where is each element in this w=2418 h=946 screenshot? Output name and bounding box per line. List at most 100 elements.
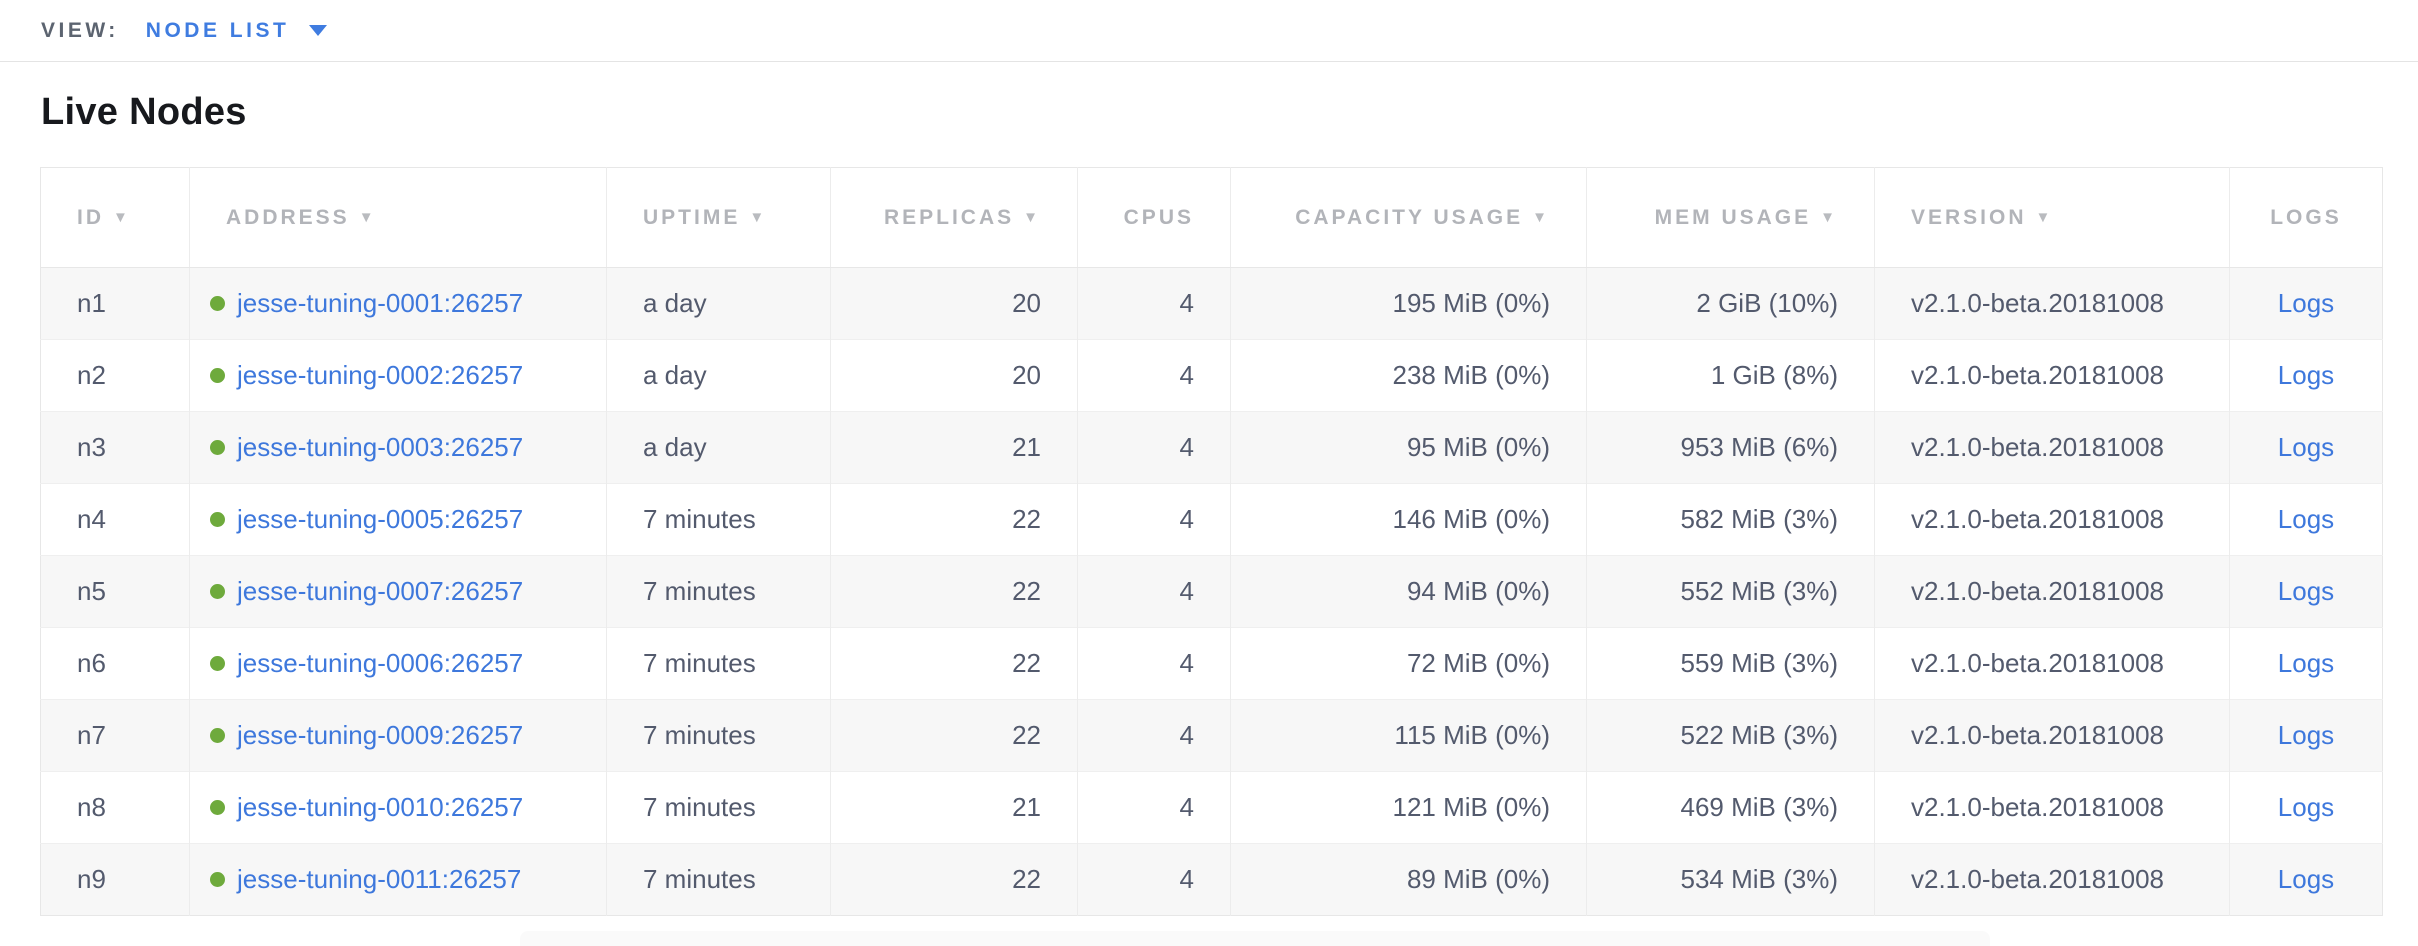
column-header-id[interactable]: ID ▼ [40,167,190,268]
id-cell: n1 [40,267,190,340]
uptime-cell: 7 minutes [606,843,831,916]
mem-cell: 552 MiB (3%) [1586,555,1875,628]
capacity-cell: 89 MiB (0%) [1230,843,1587,916]
uptime-cell: a day [606,411,831,484]
address-cell: jesse-tuning-0005:26257 [189,483,607,556]
capacity-cell: 94 MiB (0%) [1230,555,1587,628]
cpus-cell: 4 [1077,627,1231,700]
logs-link[interactable]: Logs [2277,432,2335,462]
sort-desc-icon: ▼ [1023,208,1041,226]
node-address-link[interactable]: jesse-tuning-0005:26257 [237,504,524,534]
cpus-cell: 4 [1077,555,1231,628]
logs-link[interactable]: Logs [2277,504,2335,534]
address-cell: jesse-tuning-0007:26257 [189,555,607,628]
node-address-link[interactable]: jesse-tuning-0003:26257 [237,432,524,462]
live-status-dot-icon [210,799,225,815]
node-address-link[interactable]: jesse-tuning-0006:26257 [237,648,524,678]
logs-link[interactable]: Logs [2277,360,2335,390]
sort-desc-icon: ▼ [113,208,131,226]
logs-link[interactable]: Logs [2277,576,2335,606]
capacity-cell: 146 MiB (0%) [1230,483,1587,556]
bottom-partial-panel [520,931,1990,946]
id-cell: n3 [40,411,190,484]
logs-link[interactable]: Logs [2277,720,2335,750]
uptime-cell: a day [606,267,831,340]
column-header-version[interactable]: VERSION ▼ [1874,167,2230,268]
view-bar: VIEW: NODE LIST [0,0,2418,62]
uptime-cell: 7 minutes [606,627,831,700]
live-status-dot-icon [210,439,225,455]
column-header-label: LOGS [2270,205,2342,229]
uptime-cell: a day [606,339,831,412]
table-header-row: ID ▼ ADDRESS ▼ UPTIME ▼ REPLICAS ▼ CPUS CAPACITY … [40,167,2383,268]
logs-cell: Logs [2229,627,2383,700]
table-row: n2 jesse-tuning-0002:26257 a day 20 4 238 MiB… [40,339,2383,412]
sort-desc-icon: ▼ [1532,208,1550,226]
uptime-cell: 7 minutes [606,699,831,772]
cpus-cell: 4 [1077,771,1231,844]
logs-cell: Logs [2229,411,2383,484]
node-address-link[interactable]: jesse-tuning-0011:26257 [237,864,522,894]
column-header-replicas[interactable]: REPLICAS ▼ [830,167,1078,268]
version-cell: v2.1.0-beta.20181008 [1874,339,2230,412]
logs-link[interactable]: Logs [2277,864,2335,894]
id-cell: n8 [40,771,190,844]
mem-cell: 469 MiB (3%) [1586,771,1875,844]
column-header-address[interactable]: ADDRESS ▼ [189,167,607,268]
replicas-cell: 22 [830,555,1078,628]
capacity-cell: 238 MiB (0%) [1230,339,1587,412]
view-selector[interactable]: NODE LIST [145,18,290,42]
address-cell: jesse-tuning-0010:26257 [189,771,607,844]
id-cell: n5 [40,555,190,628]
live-status-dot-icon [210,367,225,383]
logs-link[interactable]: Logs [2277,288,2335,318]
logs-link[interactable]: Logs [2277,648,2335,678]
column-header-uptime[interactable]: UPTIME ▼ [606,167,831,268]
column-header-logs[interactable]: LOGS [2229,167,2383,268]
replicas-cell: 20 [830,267,1078,340]
uptime-cell: 7 minutes [606,771,831,844]
capacity-cell: 72 MiB (0%) [1230,627,1587,700]
column-header-label: REPLICAS [883,205,1015,229]
column-header-label: CPUS [1123,205,1194,229]
mem-cell: 582 MiB (3%) [1586,483,1875,556]
replicas-cell: 21 [830,771,1078,844]
node-address-link[interactable]: jesse-tuning-0007:26257 [237,576,524,606]
column-header-label: MEM USAGE [1654,205,1812,229]
cpus-cell: 4 [1077,339,1231,412]
node-address-link[interactable]: jesse-tuning-0002:26257 [237,360,524,390]
node-address-link[interactable]: jesse-tuning-0010:26257 [237,792,524,822]
mem-cell: 559 MiB (3%) [1586,627,1875,700]
column-header-capacity[interactable]: CAPACITY USAGE ▼ [1230,167,1587,268]
mem-cell: 2 GiB (10%) [1586,267,1875,340]
live-status-dot-icon [210,727,225,743]
table-row: n5 jesse-tuning-0007:26257 7 minutes 22 4 94 … [40,555,2383,628]
caret-down-icon[interactable] [309,25,328,36]
sort-desc-icon: ▼ [1820,208,1838,226]
node-address-link[interactable]: jesse-tuning-0009:26257 [237,720,524,750]
mem-cell: 953 MiB (6%) [1586,411,1875,484]
id-cell: n4 [40,483,190,556]
replicas-cell: 22 [830,627,1078,700]
logs-cell: Logs [2229,267,2383,340]
column-header-label: UPTIME [643,205,741,229]
column-header-mem[interactable]: MEM USAGE ▼ [1586,167,1875,268]
table-row: n4 jesse-tuning-0005:26257 7 minutes 22 4 146… [40,483,2383,556]
capacity-cell: 115 MiB (0%) [1230,699,1587,772]
live-nodes-table-container: ID ▼ ADDRESS ▼ UPTIME ▼ REPLICAS ▼ CPUS CAPACITY … [40,167,2383,916]
logs-link[interactable]: Logs [2277,792,2335,822]
column-header-label: CAPACITY USAGE [1295,205,1524,229]
cpus-cell: 4 [1077,843,1231,916]
cpus-cell: 4 [1077,699,1231,772]
address-cell: jesse-tuning-0006:26257 [189,627,607,700]
column-header-cpus[interactable]: CPUS [1077,167,1231,268]
sort-desc-icon: ▼ [749,208,768,226]
live-status-dot-icon [210,655,225,671]
uptime-cell: 7 minutes [606,483,831,556]
table-row: n7 jesse-tuning-0009:26257 7 minutes 22 4 115… [40,699,2383,772]
live-status-dot-icon [210,295,225,311]
uptime-cell: 7 minutes [606,555,831,628]
node-address-link[interactable]: jesse-tuning-0001:26257 [237,288,524,318]
column-header-label: ADDRESS [226,205,350,229]
cpus-cell: 4 [1077,483,1231,556]
